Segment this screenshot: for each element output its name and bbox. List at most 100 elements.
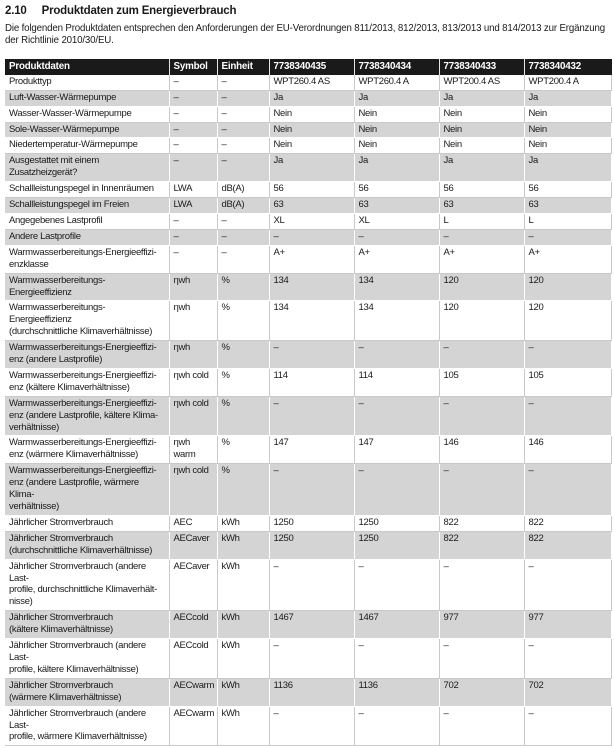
cell-value: –: [439, 463, 525, 516]
cell-unit: %: [217, 435, 270, 465]
table-header: Produktdaten Symbol Einheit 7738340435 77383…: [5, 58, 612, 75]
cell-label: Jährlicher Stromverbrauch (andere Last- …: [5, 638, 170, 679]
cell-label: Jährlicher Stromverbrauch (andere Last- …: [5, 559, 170, 612]
cell-label: Warmwasserbereitungs-Energieeffizienz (d…: [5, 300, 170, 342]
cell-value: 822: [524, 531, 612, 560]
cell-label: Jährlicher Stromverbrauch (andere Last- …: [5, 706, 170, 746]
cell-value: 114: [354, 368, 440, 397]
cell-value: 105: [524, 368, 612, 397]
cell-label: Schallleistungspegel in Innenräumen: [5, 181, 170, 199]
cell-value: 63: [524, 197, 612, 214]
cell-label: Warmwasserbereitungs-Energieeffizi- enz …: [5, 435, 170, 465]
cell-label: Ausgestattet mit einem Zusatzheizgerät?: [5, 153, 170, 183]
cell-symbol: ηwh: [169, 300, 218, 342]
cell-symbol: ηwh: [169, 273, 218, 302]
header-row: Produktdaten Symbol Einheit 7738340435 77383…: [5, 58, 612, 75]
cell-value: –: [354, 638, 440, 679]
cell-value: –: [269, 340, 355, 369]
cell-value: –: [524, 559, 612, 612]
cell-symbol: –: [169, 122, 218, 139]
cell-label: Angegebenes Lastprofil: [5, 213, 170, 230]
table-row: Warmwasserbereitungs-Energieeffizi- enz …: [5, 368, 612, 397]
cell-value: Ja: [439, 153, 525, 183]
cell-symbol: –: [169, 245, 218, 274]
cell-value: 63: [354, 197, 440, 214]
cell-value: A+: [439, 245, 525, 274]
cell-value: Nein: [524, 122, 612, 139]
cell-value: 1467: [269, 610, 355, 640]
cell-unit: kWh: [217, 515, 270, 532]
cell-unit: –: [217, 153, 270, 183]
table-row: Warmwasserbereitungs-Energieeffizienz (d…: [5, 300, 612, 342]
table-row: Jährlicher Stromverbrauch (wärmere Klima…: [5, 678, 612, 707]
cell-value: –: [439, 706, 525, 746]
cell-unit: –: [217, 245, 270, 274]
cell-unit: kWh: [217, 531, 270, 560]
cell-value: 1250: [354, 531, 440, 560]
cell-value: Nein: [269, 106, 355, 123]
cell-value: WPT200.4 A: [524, 74, 612, 91]
cell-value: –: [354, 396, 440, 437]
cell-value: –: [269, 396, 355, 437]
cell-label: Produkttyp: [5, 74, 170, 91]
cell-value: WPT260.4 AS: [269, 74, 355, 91]
table-row: Schallleistungspegel in Innenräumen LWA dB…: [5, 181, 612, 199]
cell-unit: –: [217, 229, 270, 246]
table-row: Warmwasserbereitungs-Energieeffizienz ηwh…: [5, 273, 612, 302]
cell-value: WPT260.4 A: [354, 74, 440, 91]
cell-value: A+: [524, 245, 612, 274]
cell-value: Ja: [354, 153, 440, 183]
table-row: Luft-Wasser-Wärmepumpe – – Ja Ja Ja Ja: [5, 90, 612, 107]
cell-value: 134: [354, 273, 440, 302]
page-title: Produktdaten zum Energieverbrauch: [41, 5, 237, 17]
cell-value: XL: [354, 213, 440, 230]
cell-value: 822: [439, 531, 525, 560]
cell-label: Warmwasserbereitungs-Energieeffizi- enz …: [5, 396, 170, 437]
table-row: Jährlicher Stromverbrauch (kältere Klima…: [5, 610, 612, 640]
cell-unit: kWh: [217, 706, 270, 746]
cell-value: –: [439, 559, 525, 612]
cell-value: –: [524, 396, 612, 437]
cell-value: 822: [524, 515, 612, 532]
cell-value: 1136: [269, 678, 355, 707]
table-row: Angegebenes Lastprofil – – XL XL L L: [5, 213, 612, 230]
cell-unit: %: [217, 368, 270, 397]
cell-value: –: [439, 229, 525, 246]
table-row: Warmwasserbereitungs-Energieeffizi- enzk…: [5, 245, 612, 274]
cell-symbol: ηwh cold: [169, 368, 218, 397]
intro-paragraph: Die folgenden Produktdaten entsprechen d…: [5, 23, 605, 47]
cell-label: Warmwasserbereitungs-Energieeffizienz: [5, 273, 170, 302]
cell-value: 1250: [269, 515, 355, 532]
cell-value: 146: [524, 435, 612, 465]
cell-label: Sole-Wasser-Wärmepumpe: [5, 122, 170, 139]
table-row: Niedertemperatur-Wärmepumpe – – Nein Nein Nei…: [5, 137, 612, 155]
cell-symbol: ηwh cold: [169, 463, 218, 516]
cell-value: 105: [439, 368, 525, 397]
table-row: Jährlicher Stromverbrauch (durchschnittl…: [5, 531, 612, 560]
cell-value: 56: [524, 181, 612, 199]
column-header: 7738340434: [354, 58, 440, 75]
cell-label: Warmwasserbereitungs-Energieeffizi- enz …: [5, 368, 170, 397]
table-row: Jährlicher Stromverbrauch (andere Last- …: [5, 559, 612, 612]
cell-unit: %: [217, 300, 270, 342]
cell-value: L: [439, 213, 525, 230]
cell-value: Ja: [524, 90, 612, 107]
cell-value: –: [269, 229, 355, 246]
cell-value: 56: [439, 181, 525, 199]
table-row: Jährlicher Stromverbrauch (andere Last- …: [5, 638, 612, 679]
table-row: Sole-Wasser-Wärmepumpe – – Nein Nein Nein Nein: [5, 122, 612, 139]
cell-label: Schallleistungspegel im Freien: [5, 197, 170, 214]
cell-symbol: –: [169, 74, 218, 91]
cell-label: Andere Lastprofile: [5, 229, 170, 246]
cell-symbol: LWA: [169, 197, 218, 214]
cell-label: Niedertemperatur-Wärmepumpe: [5, 137, 170, 155]
section-heading: 2.10 Produktdaten zum Energieverbrauch: [5, 5, 611, 18]
cell-symbol: ηwh warm: [169, 435, 218, 465]
cell-symbol: AECaver: [169, 531, 218, 560]
cell-value: –: [269, 638, 355, 679]
cell-symbol: ηwh cold: [169, 396, 218, 437]
cell-label: Warmwasserbereitungs-Energieeffizi- enz …: [5, 463, 170, 516]
cell-symbol: ηwh: [169, 340, 218, 369]
cell-unit: %: [217, 463, 270, 516]
cell-value: –: [439, 340, 525, 369]
